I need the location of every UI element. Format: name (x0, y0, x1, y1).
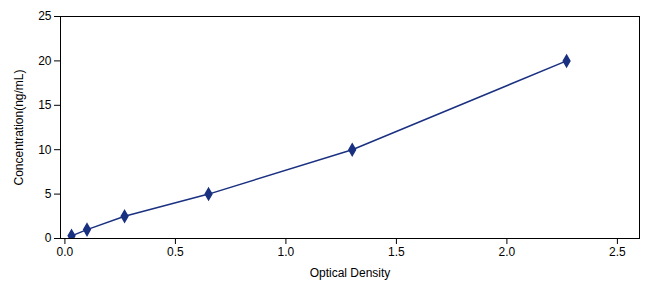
svg-text:Optical Density: Optical Density (310, 266, 391, 280)
svg-text:0.0: 0.0 (57, 245, 74, 259)
svg-text:0: 0 (45, 231, 52, 245)
svg-text:5: 5 (45, 187, 52, 201)
svg-text:1.5: 1.5 (388, 245, 405, 259)
svg-text:20: 20 (38, 54, 52, 68)
svg-text:15: 15 (38, 98, 52, 112)
svg-text:10: 10 (38, 143, 52, 157)
svg-text:0.5: 0.5 (167, 245, 184, 259)
svg-text:1.0: 1.0 (278, 245, 295, 259)
svg-text:Concentration(ng/mL): Concentration(ng/mL) (12, 69, 26, 185)
svg-text:25: 25 (38, 9, 52, 23)
svg-text:2.0: 2.0 (499, 245, 516, 259)
svg-text:2.5: 2.5 (609, 245, 626, 259)
